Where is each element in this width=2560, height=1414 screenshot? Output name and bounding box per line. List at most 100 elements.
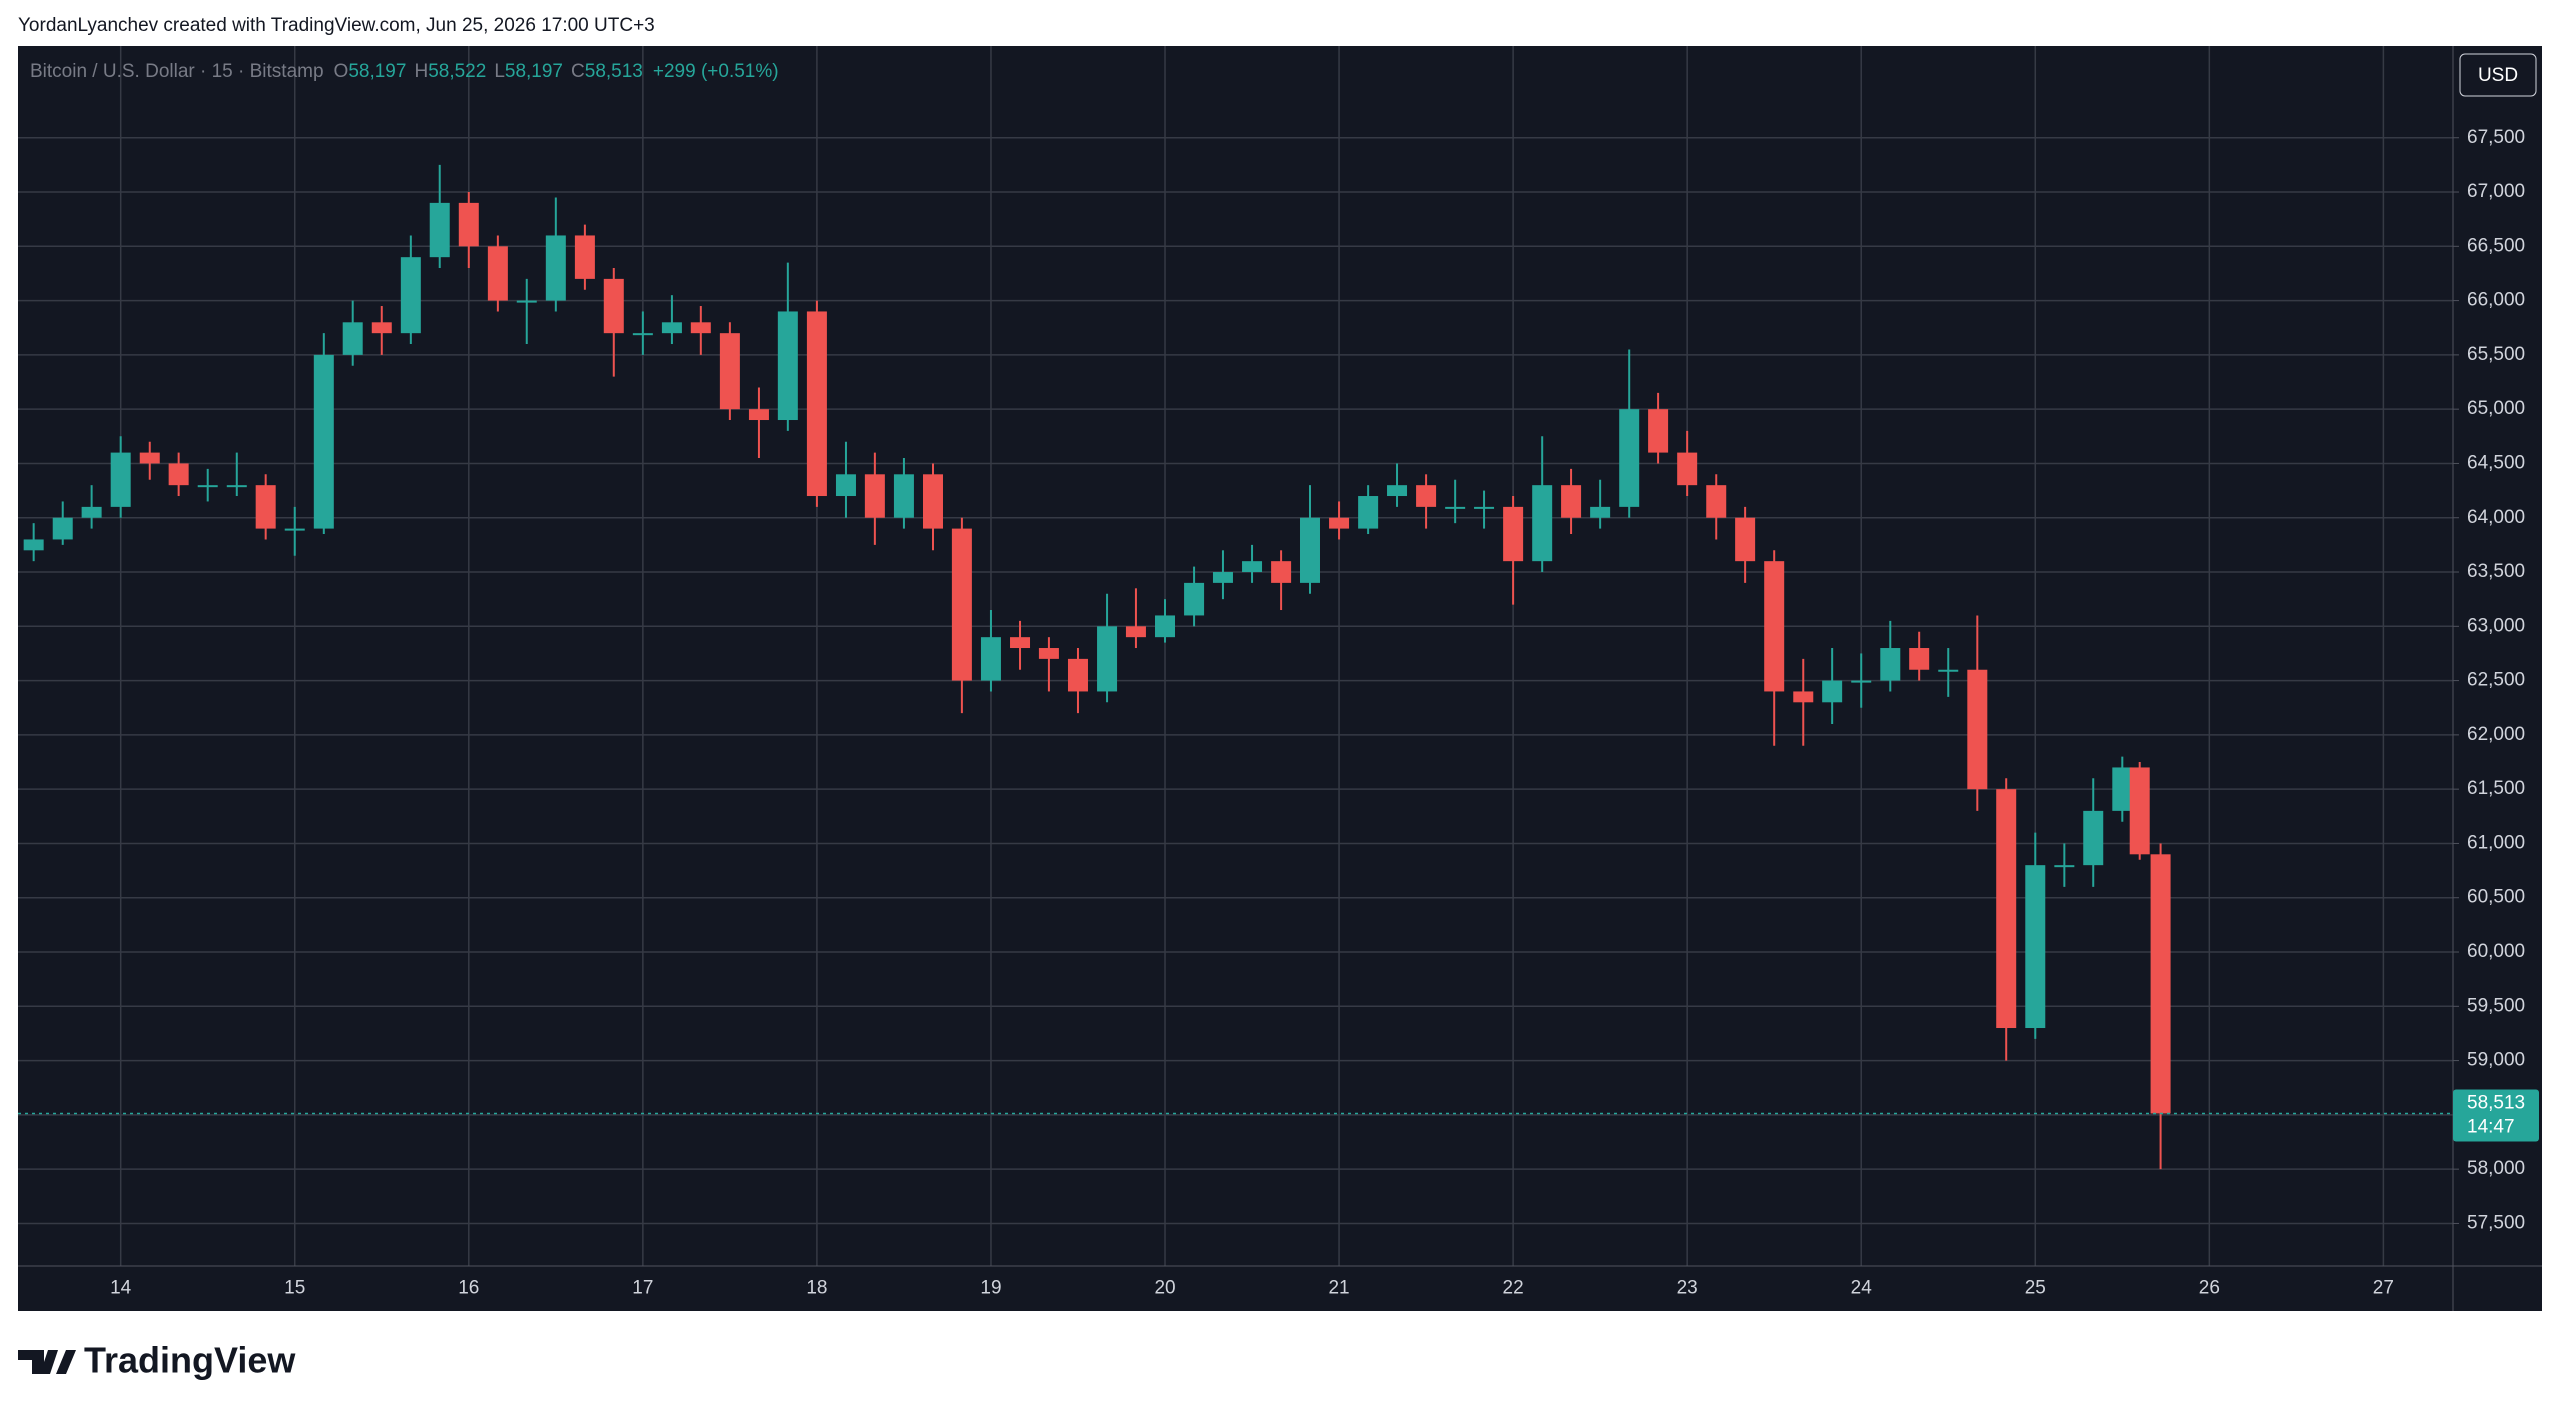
candle-body xyxy=(313,354,334,529)
candle-body xyxy=(1619,409,1640,507)
x-tick-label: 20 xyxy=(1154,1278,1175,1299)
x-tick-label: 15 xyxy=(284,1278,305,1299)
candle-body xyxy=(168,463,189,486)
candle-body xyxy=(81,506,102,518)
y-tick-label: 67,500 xyxy=(2467,127,2525,148)
candle-body xyxy=(1590,506,1611,518)
candle-body xyxy=(2025,865,2046,1029)
candle-body xyxy=(1125,626,1146,638)
candle-body xyxy=(1532,485,1553,562)
candle-body xyxy=(690,322,711,334)
chart-pane xyxy=(18,46,2542,1311)
y-tick-label: 58,000 xyxy=(2467,1158,2525,1179)
candle-body xyxy=(661,322,682,334)
symbol: Bitcoin / U.S. Dollar · 15 · Bitstamp xyxy=(30,61,324,82)
x-tick-label: 19 xyxy=(980,1278,1001,1299)
currency-label[interactable]: USD xyxy=(2478,65,2518,86)
candle-body xyxy=(1938,669,1959,672)
candle-body xyxy=(1155,615,1176,638)
x-tick-label: 17 xyxy=(632,1278,653,1299)
candle-body xyxy=(226,485,247,488)
candle-body xyxy=(1851,680,1872,683)
candle-body xyxy=(1067,658,1088,692)
candle-body xyxy=(1909,648,1930,670)
candle-body xyxy=(284,528,305,531)
candle-body xyxy=(2112,767,2133,811)
y-tick-label: 57,500 xyxy=(2467,1212,2525,1233)
candle-body xyxy=(371,322,392,334)
countdown-label: 14:47 xyxy=(2467,1116,2515,1137)
candle-body xyxy=(1967,669,1988,790)
candle-body xyxy=(1474,506,1495,509)
y-tick-label: 64,500 xyxy=(2467,452,2525,473)
y-tick-label: 61,000 xyxy=(2467,832,2525,853)
x-tick-label: 24 xyxy=(1851,1278,1873,1299)
candle-body xyxy=(835,474,856,497)
candle-body xyxy=(1299,517,1320,583)
candle-body xyxy=(458,202,479,247)
candle-body xyxy=(342,322,363,355)
x-tick-label: 18 xyxy=(806,1278,827,1299)
candle-body xyxy=(1735,517,1756,562)
candle-body xyxy=(545,235,566,301)
candle-body xyxy=(2083,810,2104,866)
chart-layer: 57,50058,00058,50059,00059,50060,00060,5… xyxy=(18,46,2542,1311)
candle-body xyxy=(980,637,1001,681)
x-tick-label: 25 xyxy=(2025,1278,2046,1299)
x-tick-label: 21 xyxy=(1328,1278,1349,1299)
y-tick-label: 64,000 xyxy=(2467,507,2525,528)
candle-body xyxy=(197,485,218,488)
y-tick-label: 60,000 xyxy=(2467,941,2525,962)
ohlc-value: 58,197 xyxy=(348,61,406,82)
legend: Bitcoin / U.S. Dollar · 15 · Bitstamp O58… xyxy=(30,61,779,82)
y-tick-label: 59,500 xyxy=(2467,995,2525,1016)
candle-body xyxy=(110,452,131,507)
candle-body xyxy=(1561,485,1582,518)
candle-body xyxy=(1242,561,1263,573)
last-price-box xyxy=(2453,1089,2539,1142)
candle-body xyxy=(1358,496,1379,529)
candle-body xyxy=(1793,691,1814,703)
candle-body xyxy=(574,235,595,279)
y-tick-label: 65,000 xyxy=(2467,398,2525,419)
candle-body xyxy=(922,474,943,529)
candle-body xyxy=(1822,680,1843,703)
y-tick-label: 66,500 xyxy=(2467,235,2525,256)
candle-body xyxy=(1503,506,1524,562)
candle-body xyxy=(951,528,972,681)
candle-body xyxy=(1677,452,1698,486)
candle-body xyxy=(2054,865,2075,868)
ohlc-value: 58,513 xyxy=(585,61,643,82)
candle-body xyxy=(1764,561,1785,692)
y-tick-label: 67,000 xyxy=(2467,181,2525,202)
x-tick-label: 16 xyxy=(458,1278,479,1299)
x-tick-label: 14 xyxy=(110,1278,132,1299)
candle-body xyxy=(1184,582,1205,616)
candle-body xyxy=(1416,485,1437,507)
candle-body xyxy=(719,333,740,410)
y-tick-label: 61,500 xyxy=(2467,778,2525,799)
ohlc-value: 58,522 xyxy=(428,61,486,82)
candle-body xyxy=(429,202,450,258)
candle-body xyxy=(52,517,73,540)
candle-body xyxy=(23,539,44,551)
y-tick-label: 63,000 xyxy=(2467,615,2525,636)
y-tick-label: 63,500 xyxy=(2467,561,2525,582)
currency-button[interactable] xyxy=(2459,53,2537,97)
credit: YordanLyanchev created with TradingView.… xyxy=(18,15,655,36)
candle-body xyxy=(1445,506,1466,509)
candle-body xyxy=(893,474,914,518)
logo-text: TradingView xyxy=(84,1340,296,1381)
candle-body xyxy=(777,311,798,421)
ohlc-value: 58,197 xyxy=(505,61,563,82)
candle-body xyxy=(516,300,537,303)
candle-body xyxy=(1038,648,1059,659)
ohlc-key: H xyxy=(414,61,428,82)
candle-body xyxy=(1387,485,1408,497)
candle-body xyxy=(748,409,769,421)
last-price-label: 58,513 xyxy=(2467,1092,2525,1113)
x-tick-label: 22 xyxy=(1503,1278,1524,1299)
y-tick-label: 66,000 xyxy=(2467,290,2525,311)
